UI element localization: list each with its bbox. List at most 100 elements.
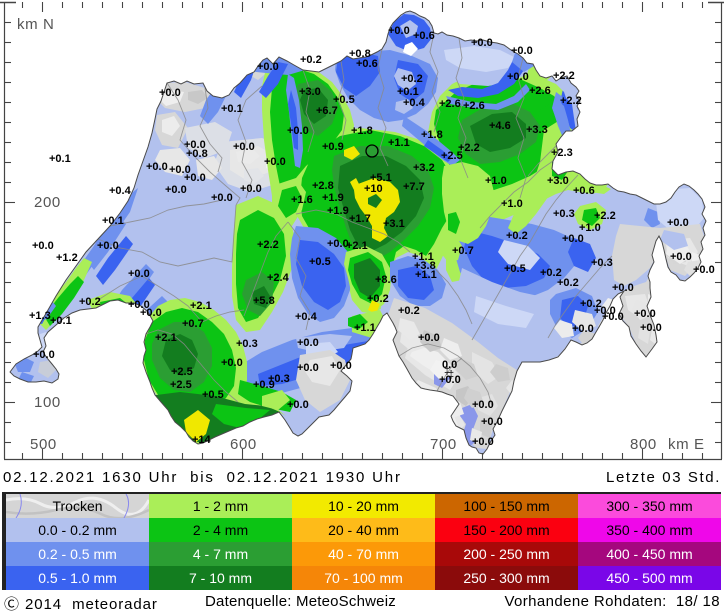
svg-text:+0.1: +0.1 (102, 215, 124, 227)
svg-text:+0.0: +0.0 (612, 282, 634, 294)
svg-text:+0.0: +0.0 (159, 87, 181, 99)
svg-text:+2.6: +2.6 (529, 85, 551, 97)
svg-text:+0.4: +0.4 (403, 97, 426, 109)
svg-text:+1.1: +1.1 (412, 251, 434, 263)
svg-text:700: 700 (430, 436, 457, 453)
svg-text:+0.7: +0.7 (452, 245, 474, 257)
svg-text:+0.0: +0.0 (640, 322, 662, 334)
svg-text:+0.0: +0.0 (240, 183, 262, 195)
svg-text:+0.0: +0.0 (211, 192, 233, 204)
svg-text:+1.0: +1.0 (485, 175, 507, 187)
svg-text:+10: +10 (364, 183, 383, 195)
svg-text:+1.2: +1.2 (56, 252, 78, 264)
svg-text:+0.1: +0.1 (50, 315, 72, 327)
svg-text:+0.3: +0.3 (268, 373, 290, 385)
svg-text:+0.0: +0.0 (97, 240, 119, 252)
svg-text:+0.0: +0.0 (330, 360, 352, 372)
svg-text:+0.5: +0.5 (333, 94, 355, 106)
svg-text:+1.6: +1.6 (291, 194, 313, 206)
svg-text:+0.0: +0.0 (670, 251, 692, 263)
svg-text:+0.0: +0.0 (562, 233, 584, 245)
svg-text:+0.0: +0.0 (184, 172, 206, 184)
svg-text:+0.0: +0.0 (602, 311, 624, 323)
svg-text:+0.0: +0.0 (471, 37, 493, 49)
svg-text:+0.0: +0.0 (128, 299, 150, 311)
svg-text:+4.6: +4.6 (489, 120, 511, 132)
svg-text:500: 500 (30, 436, 57, 453)
svg-text:‡: ‡ (444, 365, 450, 377)
svg-text:+1.1: +1.1 (388, 137, 410, 149)
svg-text:+6.7: +6.7 (316, 105, 338, 117)
svg-text:+0.0: +0.0 (32, 240, 54, 252)
svg-text:+2.2: +2.2 (594, 210, 616, 222)
svg-text:+8.6: +8.6 (375, 274, 397, 286)
svg-text:+0.0: +0.0 (146, 161, 168, 173)
svg-text:+0.1: +0.1 (397, 86, 419, 98)
svg-text:+14: +14 (192, 434, 212, 446)
svg-text:+3.2: +3.2 (413, 162, 435, 174)
svg-text:+0.0: +0.0 (165, 184, 187, 196)
svg-text:+7.7: +7.7 (403, 181, 425, 193)
svg-text:km N: km N (17, 16, 54, 33)
svg-text:+0.5: +0.5 (504, 263, 526, 275)
svg-text:+1.7: +1.7 (349, 213, 371, 225)
svg-text:km E: km E (668, 436, 705, 453)
svg-text:100: 100 (34, 394, 61, 411)
svg-text:+0.0: +0.0 (693, 264, 715, 276)
svg-text:+0.0: +0.0 (33, 349, 55, 361)
svg-text:+2.2: +2.2 (553, 70, 575, 82)
svg-text:+2.4: +2.4 (267, 272, 290, 284)
svg-text:+0.3: +0.3 (553, 208, 575, 220)
svg-text:+0.4: +0.4 (295, 311, 318, 323)
svg-text:+0.1: +0.1 (49, 153, 71, 165)
svg-text:+2.5: +2.5 (441, 150, 463, 162)
svg-text:600: 600 (230, 436, 257, 453)
svg-text:+0.2: +0.2 (367, 293, 389, 305)
svg-text:+2.5: +2.5 (170, 379, 192, 391)
svg-text:+0.0: +0.0 (297, 362, 319, 374)
svg-text:+0.0: +0.0 (439, 374, 461, 386)
svg-text:+5.8: +5.8 (253, 295, 275, 307)
svg-text:+0.0: +0.0 (297, 337, 319, 349)
svg-text:0.0: 0.0 (442, 359, 457, 371)
svg-text:+1.8: +1.8 (421, 129, 443, 141)
svg-text:+0.0: +0.0 (264, 156, 286, 168)
svg-text:+0.0: +0.0 (594, 305, 616, 317)
svg-text:+0.0: +0.0 (233, 141, 255, 153)
svg-text:+0.0: +0.0 (507, 71, 529, 83)
svg-text:+0.2: +0.2 (79, 296, 101, 308)
svg-text:+5.1: +5.1 (370, 172, 392, 184)
svg-text:+2.5: +2.5 (171, 366, 193, 378)
svg-text:+0.0: +0.0 (472, 399, 494, 411)
svg-text:+0.6: +0.6 (413, 30, 435, 42)
svg-text:+2.8: +2.8 (312, 180, 334, 192)
svg-text:+0.0: +0.0 (327, 238, 349, 250)
svg-text:+0.2: +0.2 (540, 267, 562, 279)
svg-text:+0.8: +0.8 (349, 48, 371, 60)
svg-text:+0.6: +0.6 (356, 58, 378, 70)
svg-text:+2.6: +2.6 (439, 98, 461, 110)
svg-text:+0.8: +0.8 (186, 148, 208, 160)
svg-text:+0.0: +0.0 (128, 268, 150, 280)
svg-text:+0.0: +0.0 (169, 164, 191, 176)
svg-text:+2.2: +2.2 (458, 142, 480, 154)
svg-text:+0.3: +0.3 (591, 257, 613, 269)
svg-text:+0.2: +0.2 (398, 305, 420, 317)
svg-text:+1.3: +1.3 (29, 310, 51, 322)
svg-text:+0.6: +0.6 (573, 185, 595, 197)
svg-text:+0.2: +0.2 (580, 298, 602, 310)
svg-text:+0.0: +0.0 (667, 217, 689, 229)
svg-text:+0.0: +0.0 (472, 436, 494, 448)
svg-text:+0.0: +0.0 (388, 25, 410, 37)
svg-text:+0.2: +0.2 (300, 54, 322, 66)
svg-text:200: 200 (34, 194, 61, 211)
svg-text:800: 800 (630, 436, 657, 453)
svg-text:+3.8: +3.8 (414, 260, 436, 272)
svg-text:+3.0: +3.0 (547, 175, 569, 187)
svg-text:+0.0: +0.0 (511, 45, 533, 57)
svg-text:+0.0: +0.0 (287, 399, 309, 411)
svg-text:+1.1: +1.1 (354, 322, 376, 334)
svg-text:+2.1: +2.1 (190, 300, 212, 312)
svg-text:+3.0: +3.0 (299, 86, 321, 98)
svg-text:+0.0: +0.0 (184, 139, 206, 151)
